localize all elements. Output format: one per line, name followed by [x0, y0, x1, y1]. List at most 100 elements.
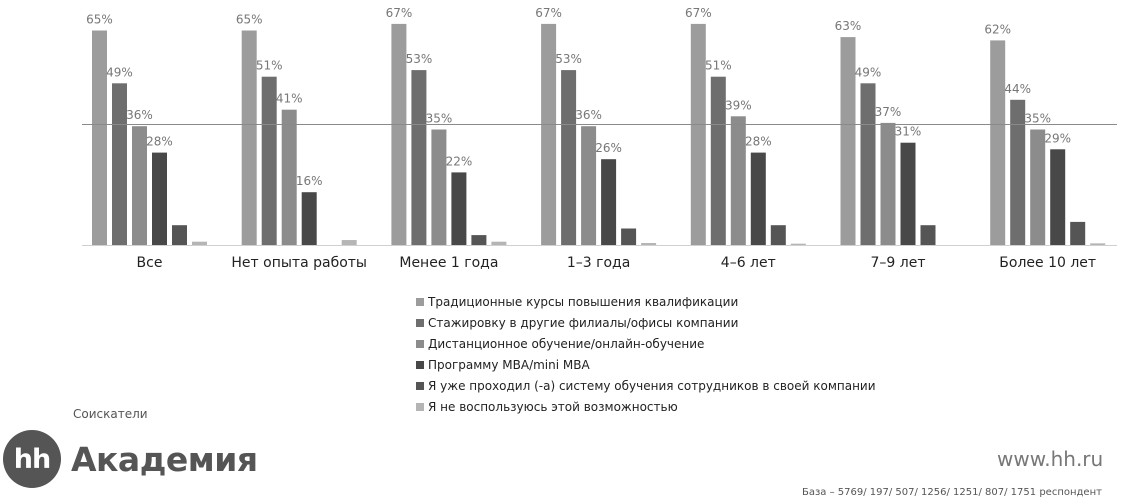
legend-swatch — [416, 360, 424, 369]
category-label: Все — [137, 255, 163, 271]
bar — [880, 122, 896, 245]
bar-chart: 65% 49% 36% 28% Все 65% 51% 41% 16% Нет опыта раб… — [82, 6, 1117, 271]
legend-item: Традиционные курсы повышения квалификаци… — [416, 291, 876, 312]
data-label: 26% — [595, 141, 622, 155]
data-label: 37% — [875, 105, 902, 119]
category-label: 4–6 лет — [721, 255, 776, 271]
bar — [561, 70, 577, 245]
caption: Соискатели — [73, 407, 148, 421]
bar — [301, 192, 317, 245]
bar — [172, 225, 187, 245]
legend-item: Дистанционное обучение/онлайн-обучение — [416, 333, 876, 354]
bar — [112, 83, 127, 245]
data-label: 35% — [426, 112, 453, 126]
bar — [1030, 129, 1046, 245]
data-label: 67% — [535, 6, 562, 20]
category-label: 7–9 лет — [871, 255, 926, 271]
legend-swatch — [416, 339, 424, 348]
data-label: 62% — [984, 22, 1011, 36]
legend-label: Я не воспользуюсь этой возможностью — [428, 399, 678, 414]
bar — [1070, 221, 1086, 245]
data-label: 53% — [406, 52, 433, 66]
legend-swatch — [416, 318, 424, 327]
legend-label: Традиционные курсы повышения квалификаци… — [428, 294, 739, 309]
data-label: 63% — [835, 19, 862, 33]
bar — [790, 243, 806, 245]
bar — [860, 83, 876, 245]
data-label: 35% — [1024, 112, 1051, 126]
bar — [281, 109, 297, 245]
data-label: 16% — [296, 174, 323, 188]
data-label: 65% — [86, 13, 113, 27]
data-label: 28% — [745, 135, 772, 149]
bar — [341, 240, 357, 245]
bar — [192, 241, 207, 245]
data-label: 36% — [126, 108, 153, 122]
bar — [1050, 149, 1066, 245]
data-label: 51% — [705, 59, 732, 73]
legend-item: Программу MBA/mini MBA — [416, 354, 876, 375]
data-label: 67% — [386, 6, 413, 20]
data-label: 65% — [236, 13, 263, 27]
category-label: Нет опыта работы — [231, 255, 367, 271]
hh-academy-logo: hh Академия — [3, 429, 258, 489]
bar — [451, 172, 467, 245]
bar — [431, 129, 447, 245]
category-label: 1–3 года — [567, 255, 630, 271]
data-label: 39% — [725, 98, 752, 112]
category-label: Менее 1 года — [399, 255, 498, 271]
data-label: 31% — [895, 125, 922, 139]
data-label: 49% — [855, 65, 882, 79]
legend-label: Стажировку в другие филиалы/офисы компан… — [428, 315, 739, 330]
bar — [770, 225, 786, 245]
bar — [750, 152, 766, 245]
bar — [261, 76, 277, 245]
bar — [1010, 99, 1026, 245]
bar — [710, 76, 726, 245]
bar — [990, 40, 1006, 246]
legend-item: Стажировку в другие филиалы/офисы компан… — [416, 312, 876, 333]
bar — [581, 126, 597, 245]
bar — [641, 243, 657, 245]
bar — [92, 30, 107, 245]
data-label: 29% — [1044, 131, 1071, 145]
data-label: 28% — [146, 135, 173, 149]
logo-text: Академия — [71, 439, 258, 479]
category-label: Более 10 лет — [999, 255, 1096, 271]
legend-label: Дистанционное обучение/онлайн-обучение — [428, 336, 705, 351]
bar — [730, 116, 746, 245]
bar — [241, 30, 257, 245]
data-label: 44% — [1004, 82, 1031, 96]
bar — [541, 23, 557, 246]
bar — [411, 70, 427, 245]
base-note: База – 5769/ 197/ 507/ 1256/ 1251/ 807/ … — [802, 487, 1102, 498]
data-label: 22% — [446, 154, 473, 168]
data-label: 53% — [555, 52, 582, 66]
bar — [491, 241, 507, 245]
legend-swatch — [416, 402, 424, 411]
bar — [840, 37, 856, 245]
bar — [1090, 243, 1106, 245]
bar — [601, 159, 617, 245]
bar — [621, 228, 637, 245]
bar — [900, 142, 916, 245]
bar — [391, 23, 407, 246]
legend-swatch — [416, 297, 424, 306]
data-label: 67% — [685, 6, 712, 20]
bar — [152, 152, 167, 245]
data-label: 41% — [276, 92, 303, 106]
bar — [690, 23, 706, 246]
chart-legend: Традиционные курсы повышения квалификаци… — [416, 291, 876, 417]
website-link[interactable]: www.hh.ru — [997, 447, 1104, 471]
legend-item: Я не воспользуюсь этой возможностью — [416, 396, 876, 417]
legend-item: Я уже проходил (-а) систему обучения сот… — [416, 375, 876, 396]
legend-label: Программу MBA/mini MBA — [428, 357, 590, 372]
data-label: 49% — [106, 65, 133, 79]
data-label: 36% — [575, 108, 602, 122]
legend-label: Я уже проходил (-а) систему обучения сот… — [428, 378, 876, 393]
legend-swatch — [416, 381, 424, 390]
data-label: 51% — [256, 59, 283, 73]
bar — [471, 235, 487, 245]
bar — [132, 126, 147, 245]
bar — [920, 225, 936, 245]
